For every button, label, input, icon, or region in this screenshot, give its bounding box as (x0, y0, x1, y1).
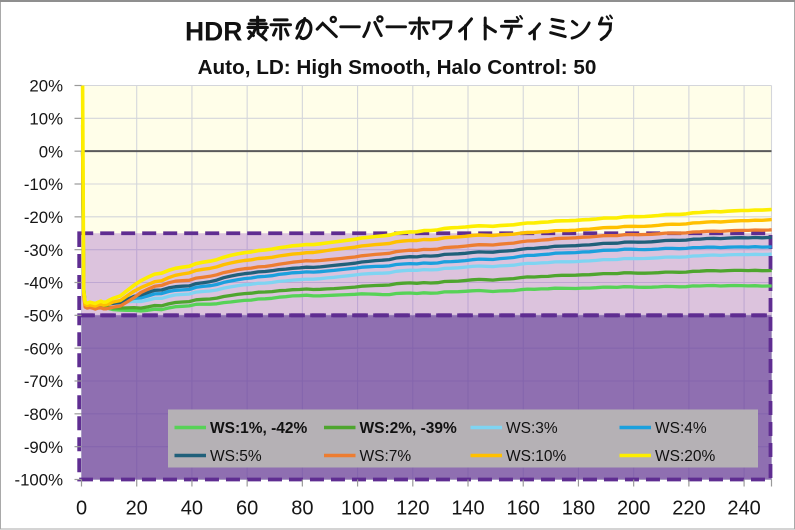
svg-text:-100%: -100% (14, 471, 63, 490)
svg-text:120: 120 (396, 498, 429, 520)
svg-text:-90%: -90% (24, 438, 63, 457)
svg-text:WS:3%: WS:3% (506, 420, 558, 437)
svg-text:Auto, LD: High Smooth, Halo Co: Auto, LD: High Smooth, Halo Control: 50 (198, 56, 597, 79)
svg-text:HDR: HDR (185, 17, 242, 47)
svg-text:220: 220 (672, 498, 705, 520)
svg-text:160: 160 (507, 498, 540, 520)
svg-text:60: 60 (236, 498, 258, 520)
svg-text:100: 100 (341, 498, 374, 520)
svg-text:20: 20 (126, 498, 148, 520)
svg-text:WS:10%: WS:10% (506, 448, 567, 465)
svg-text:40: 40 (181, 498, 203, 520)
svg-text:-30%: -30% (24, 241, 63, 260)
svg-text:240: 240 (727, 498, 760, 520)
svg-text:0%: 0% (39, 142, 63, 161)
svg-text:80: 80 (291, 498, 313, 520)
svg-text:-60%: -60% (24, 339, 63, 358)
svg-text:WS:4%: WS:4% (655, 420, 707, 437)
svg-text:-20%: -20% (24, 208, 63, 227)
svg-text:-80%: -80% (24, 405, 63, 424)
svg-text:140: 140 (451, 498, 484, 520)
svg-text:WS:20%: WS:20% (655, 448, 716, 465)
svg-text:10%: 10% (29, 110, 63, 129)
svg-text:-40%: -40% (24, 274, 63, 293)
svg-text:WS:5%: WS:5% (210, 448, 262, 465)
svg-text:-10%: -10% (24, 175, 63, 194)
svg-text:WS:1%, -42%: WS:1%, -42% (210, 420, 308, 437)
svg-text:20%: 20% (29, 77, 63, 96)
svg-text:180: 180 (562, 498, 595, 520)
svg-text:WS:2%, -39%: WS:2%, -39% (360, 420, 458, 437)
svg-text:-70%: -70% (24, 372, 63, 391)
svg-text:-50%: -50% (24, 307, 63, 326)
svg-text:WS:7%: WS:7% (360, 448, 412, 465)
svg-text:0: 0 (76, 498, 87, 520)
svg-text:200: 200 (617, 498, 650, 520)
